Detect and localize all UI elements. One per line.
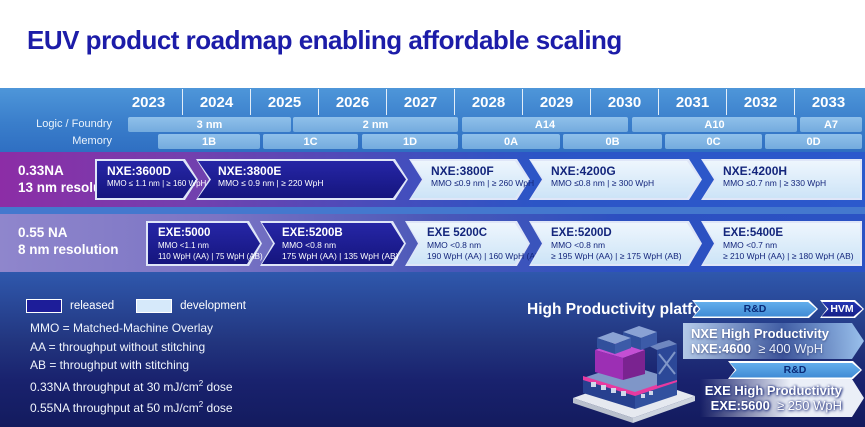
product-spec: MMO <0.8 nm xyxy=(551,240,606,250)
product-exe5200c: EXE 5200C MMO <0.8 nm 190 WpH (AA) | 160… xyxy=(405,221,544,266)
year-cell: 2030 xyxy=(590,89,658,115)
year-cell: 2032 xyxy=(726,89,794,115)
footnotes: MMO = Matched-Machine Overlay AA = throu… xyxy=(30,319,233,418)
year-cell: 2023 xyxy=(131,93,166,111)
na055-label-line2: 8 nm resolution xyxy=(18,242,119,257)
rd-arrow: R&D xyxy=(728,361,862,379)
product-name: EXE:5000 xyxy=(158,227,211,239)
released-swatch-icon xyxy=(26,299,62,313)
logic-segment: A14 xyxy=(462,117,628,132)
product-name: EXE 5200C xyxy=(427,227,488,239)
legend-development-label: development xyxy=(180,300,246,312)
footnote-line: MMO = Matched-Machine Overlay xyxy=(30,321,214,335)
year-cell: 2029 xyxy=(522,89,590,115)
high-productivity-title: High Productivity platform xyxy=(527,301,722,318)
logic-foundry-label: Logic / Foundry xyxy=(36,118,112,130)
rd-arrow: R&D xyxy=(692,300,818,318)
product-spec: MMO ≤ 0.9 nm | ≥ 220 WpH xyxy=(218,178,324,188)
product-name: NXE:3600D xyxy=(107,164,172,178)
product-nxe3800f: NXE:3800F MMO ≤0.9 nm | ≥ 260 WpH xyxy=(409,159,535,200)
product-exe5400e: EXE:5400E MMO <0.7 nm ≥ 210 WpH (AA) | ≥… xyxy=(701,221,862,266)
euv-machine-illustration xyxy=(573,326,695,423)
product-nxe3600d: NXE:3600D MMO ≤ 1.1 nm | ≥ 160 WpH xyxy=(95,159,207,200)
footnote-line: AB = throughput with stitching xyxy=(30,358,190,372)
footnote-line: 0.33NA throughput at 30 mJ/cm2 dose xyxy=(30,378,233,394)
product-nxe4200g: NXE:4200G MMO ≤0.8 nm | ≥ 300 WpH xyxy=(529,159,702,200)
year-row: 2023 2024 2025 2026 2027 2028 2029 2030 … xyxy=(115,89,862,115)
product-spec: 175 WpH (AA) | 135 WpH (AB) xyxy=(282,251,399,261)
product-spec: MMO ≤0.7 nm | ≥ 330 WpH xyxy=(723,178,827,188)
product-spec: MMO <0.7 nm xyxy=(723,240,778,250)
product-name: EXE:5200D xyxy=(551,227,612,239)
product-spec: 110 WpH (AA) | 75 WpH (AB) xyxy=(158,252,263,261)
logic-segment: 3 nm xyxy=(128,117,291,132)
year-cell: 2024 xyxy=(182,89,250,115)
product-name: NXE:4200G xyxy=(551,164,616,178)
hvm-arrow-label: HVM xyxy=(822,302,863,317)
band-divider xyxy=(0,207,865,214)
product-name: EXE:5200B xyxy=(282,227,343,239)
memory-segment: 0D xyxy=(765,134,862,149)
product-exe5200d: EXE:5200D MMO <0.8 nm ≥ 195 WpH (AA) | ≥… xyxy=(529,221,702,266)
year-cell: 2025 xyxy=(250,89,318,115)
product-exe5000: EXE:5000 MMO <1.1 nm 110 WpH (AA) | 75 W… xyxy=(146,221,263,266)
exe-hp-label: EXE High Productivity xyxy=(704,383,842,398)
exe-high-productivity-banner: EXE High Productivity EXE:5600 ≥ 250 WpH xyxy=(700,379,864,417)
memory-segment: 1B xyxy=(158,134,260,149)
product-name: NXE:3800E xyxy=(218,164,282,178)
development-swatch-icon xyxy=(136,299,173,313)
product-spec: MMO <0.8 nm xyxy=(427,240,482,250)
year-cell: 2027 xyxy=(386,89,454,115)
footnote-line: 0.55NA throughput at 50 mJ/cm2 dose xyxy=(30,400,233,415)
product-exe5200b: EXE:5200B MMO <0.8 nm 175 WpH (AA) | 135… xyxy=(260,221,406,266)
memory-segment: 0A xyxy=(462,134,560,149)
product-spec: 190 WpH (AA) | 160 WpH (AB) xyxy=(427,251,544,261)
na033-label-line1: 0.33NA xyxy=(18,163,64,178)
product-name: NXE:3800F xyxy=(431,164,494,178)
na055-label-line1: 0.55 NA xyxy=(18,225,68,240)
product-name: EXE:5400E xyxy=(723,227,784,239)
product-spec: MMO ≤0.9 nm | ≥ 260 WpH xyxy=(431,178,535,188)
legend-released-label: released xyxy=(70,300,115,312)
logic-segment: 2 nm xyxy=(293,117,458,132)
legend: released development xyxy=(26,299,246,313)
product-spec: MMO ≤ 1.1 nm | ≥ 160 WpH xyxy=(107,179,207,188)
year-cell: 2026 xyxy=(318,89,386,115)
na055-label: 0.55 NA 8 nm resolution xyxy=(18,224,119,258)
nxe-hp-spec: NXE:4600 ≥ 400 WpH xyxy=(691,341,824,356)
product-spec: MMO <0.8 nm xyxy=(282,240,337,250)
product-spec: MMO ≤0.8 nm | ≥ 300 WpH xyxy=(551,178,655,188)
product-nxe4200h: NXE:4200H MMO ≤0.7 nm | ≥ 330 WpH xyxy=(701,159,862,200)
rd-arrow-label: R&D xyxy=(694,302,817,317)
product-spec: ≥ 195 WpH (AA) | ≥ 175 WpH (AB) xyxy=(551,251,682,261)
footer-section: released development MMO = Matched-Machi… xyxy=(0,272,865,427)
memory-label: Memory xyxy=(72,135,112,147)
page-title: EUV product roadmap enabling affordable … xyxy=(27,25,622,55)
logic-segment: A7 xyxy=(800,117,862,132)
timeline-header: 2023 2024 2025 2026 2027 2028 2029 2030 … xyxy=(0,88,865,152)
product-spec: MMO <1.1 nm xyxy=(158,241,209,250)
nxe-high-productivity-banner: NXE High Productivity NXE:4600 ≥ 400 WpH xyxy=(683,323,864,359)
memory-segment: 1D xyxy=(362,134,458,149)
memory-segment: 0C xyxy=(665,134,762,149)
rd-arrow-label: R&D xyxy=(730,363,861,378)
logic-segment: A10 xyxy=(632,117,797,132)
product-spec: ≥ 210 WpH (AA) | ≥ 180 WpH (AB) xyxy=(723,251,854,261)
product-nxe3800e: NXE:3800E MMO ≤ 0.9 nm | ≥ 220 WpH xyxy=(196,159,408,200)
memory-segment: 1C xyxy=(263,134,358,149)
year-cell: 2031 xyxy=(658,89,726,115)
hvm-arrow: HVM xyxy=(820,300,864,318)
year-cell: 2028 xyxy=(454,89,522,115)
memory-segment: 0B xyxy=(563,134,662,149)
product-name: NXE:4200H xyxy=(723,164,788,178)
exe-hp-spec: EXE:5600 ≥ 250 WpH xyxy=(710,398,842,413)
nxe-hp-label: NXE High Productivity xyxy=(691,326,829,341)
footnote-line: AA = throughput without stitching xyxy=(30,339,206,354)
year-cell: 2033 xyxy=(794,89,862,115)
